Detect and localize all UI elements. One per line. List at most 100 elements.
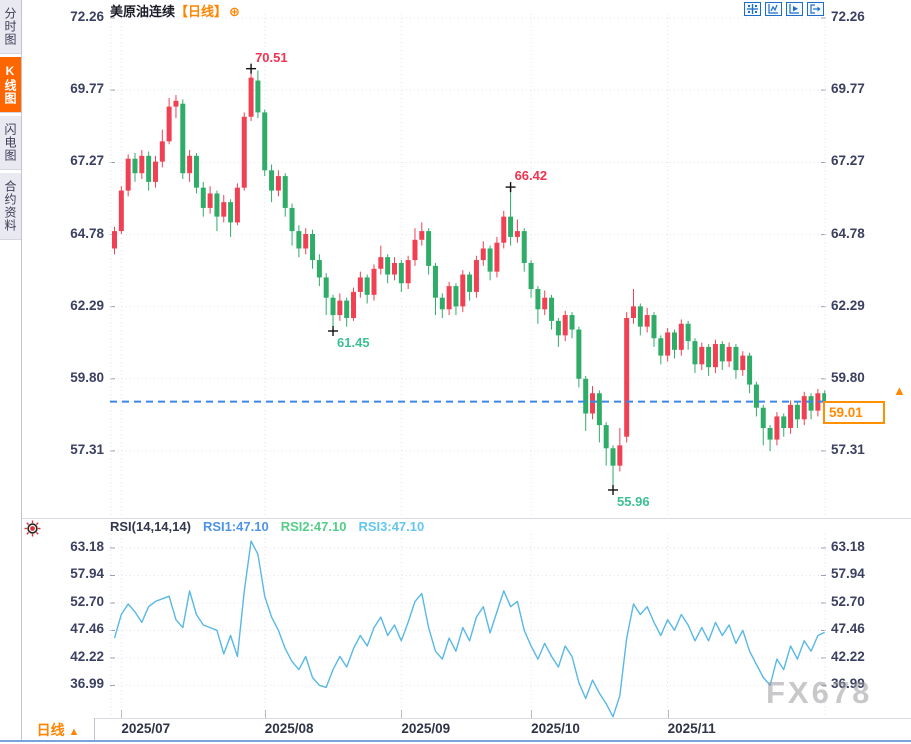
candle-body [712,344,718,368]
sidebar-tab-2[interactable]: 闪电图 [0,116,21,170]
candle-body [446,286,452,310]
candle-body [146,155,152,182]
candle-body [610,448,616,466]
candle-body [815,393,821,411]
candle-body [514,231,520,237]
play-scale-icon[interactable] [786,2,803,16]
add-indicator-icon[interactable]: ⊕ [229,4,240,19]
candle-body [371,268,377,295]
sidebar-tab-0[interactable]: 分时图 [0,0,21,54]
rsi-series-label-1: RSI1:47.10 [202,519,269,534]
candle-body [719,344,725,362]
candle-body [173,100,179,107]
candle-body [624,317,630,437]
y-tick-label: 59.80 [831,369,865,385]
candle-body [453,286,459,307]
candle-body [439,297,445,310]
price-up-arrow-icon: ▲ [893,383,906,398]
candle-body [794,404,800,420]
extreme-price-label: 61.45 [337,335,370,350]
rsi-chart[interactable] [110,534,826,718]
candle-body [487,248,493,272]
candle-body [419,231,425,240]
candle-body [132,158,138,174]
x-tick-mark [121,710,123,718]
candle-body [644,315,650,327]
y-tick-label: 47.46 [831,621,865,637]
y-tick-label: 57.94 [70,566,104,582]
watermark: FX678 [766,675,873,710]
candle-body [330,297,336,316]
y-tick-label: 52.70 [831,593,865,609]
candle-body [535,289,541,310]
period-selector[interactable]: 日线 ▲ [22,718,95,742]
candle-body [555,320,561,336]
y-tick-label: 57.31 [831,441,865,457]
y-tick-label: 62.29 [70,297,104,313]
x-tick-mark [264,710,266,718]
y-tick-label: 63.18 [831,539,865,554]
axis-scale-icon[interactable] [765,2,782,16]
candle-body [378,257,384,269]
sidebar-tab-3[interactable]: 合约资料 [0,173,21,240]
candle-body [207,193,213,208]
candlestick-chart[interactable] [110,0,826,518]
sidebar-tab-1[interactable]: K线图 [0,57,21,113]
candle-body [364,277,370,295]
candle-body [685,323,691,342]
candle-body [432,265,438,298]
candle-body [241,116,247,188]
exit-right-icon[interactable] [807,2,824,16]
indicator-settings-icon[interactable] [24,520,41,537]
y-tick-label: 69.77 [70,81,104,97]
crosshair-icon[interactable] [744,2,761,16]
rsi-line [113,540,825,718]
x-tick-label: 2025/10 [531,721,580,736]
x-tick-label: 2025/07 [121,721,171,736]
y-tick-label: 69.77 [831,81,865,97]
candle-body [460,274,466,307]
candle-body [323,277,329,298]
candle-body [152,161,158,182]
rsi-header: RSI(14,14,14) RSI1:47.10 RSI2:47.10 RSI3:47… [110,519,448,534]
candle-body [774,416,780,440]
candle-body [631,306,637,318]
symbol-name: 美原油连续 [110,4,176,19]
x-tick-mark [531,710,533,718]
extreme-cross-marker [608,484,619,495]
extreme-price-label: 66.42 [514,168,548,184]
candle-body [576,329,582,379]
y-tick-label: 42.22 [831,648,865,664]
candle-body [118,190,124,232]
candle-body [665,332,671,356]
candle-body [590,393,596,414]
candle-body [337,300,343,316]
period-dropdown-arrow-icon: ▲ [68,726,80,738]
candle-body [760,407,766,429]
candle-body [159,141,165,162]
y-tick-label: 63.18 [70,539,104,554]
candle-body [671,332,677,350]
candle-body [501,216,507,243]
candle-body [651,315,657,339]
candle-body [282,176,288,208]
candle-body [753,384,759,408]
x-tick-mark [401,710,403,718]
y-tick-label: 62.29 [831,297,865,313]
candle-body [521,231,527,263]
extreme-cross-marker [328,326,339,337]
candle-body [542,297,548,310]
candle-body [391,262,397,275]
rsi-series-label-2: RSI2:47.10 [280,519,347,534]
candle-body [678,323,684,350]
candle-body [385,257,391,275]
candle-body [617,445,623,466]
y-tick-label: 36.99 [831,676,865,692]
candle-body [467,274,473,292]
extreme-price-label: 55.96 [617,493,650,509]
candle-body [357,277,363,292]
candle-body [351,291,357,318]
candle-body [740,355,746,371]
y-tick-label: 67.27 [831,153,865,169]
candle-body [494,242,500,272]
